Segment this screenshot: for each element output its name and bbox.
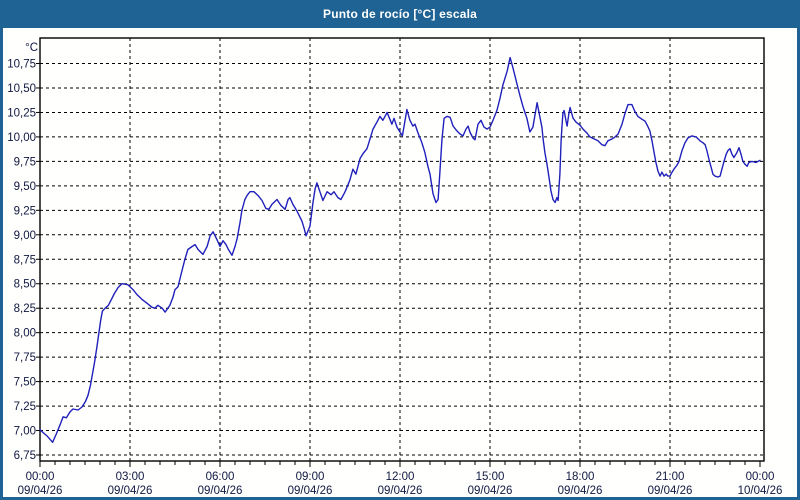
x-tick-date: 10/04/26 xyxy=(738,485,783,497)
window-title: Punto de rocío [°C] escala xyxy=(322,7,478,21)
y-tick-label: 7,50 xyxy=(14,377,36,389)
x-tick-date: 09/04/26 xyxy=(468,485,513,497)
x-tick-labels: 00:00 09/04/26 03:00 09/04/26 06:00 09/04/26 0… xyxy=(18,471,783,497)
x-tick-date: 09/04/26 xyxy=(198,485,243,497)
y-tick-label: 6,75 xyxy=(14,450,36,462)
dew-point-line xyxy=(39,56,761,443)
y-gridlines xyxy=(36,63,764,456)
y-tick-label: 8,25 xyxy=(14,303,36,315)
y-tick-label: 9,00 xyxy=(14,230,36,242)
x-gridlines xyxy=(129,38,671,461)
x-axis-ticks xyxy=(39,461,761,467)
y-tick-label: 10,50 xyxy=(7,83,36,95)
x-tick-time: 00:00 xyxy=(26,471,55,483)
y-tick-label: 9,75 xyxy=(14,156,36,168)
y-tick-label: 8,00 xyxy=(14,328,36,340)
y-axis-unit-label: °C xyxy=(25,42,38,54)
window-title-bar: Punto de rocío [°C] escala xyxy=(0,0,800,28)
x-tick-date: 09/04/26 xyxy=(558,485,603,497)
y-tick-label: 7,00 xyxy=(14,426,36,438)
x-tick-time: 15:00 xyxy=(476,471,505,483)
x-tick-date: 09/04/26 xyxy=(378,485,423,497)
y-tick-label: 9,25 xyxy=(14,205,36,217)
x-tick-time: 00:00 xyxy=(746,471,775,483)
y-tick-label: 10,25 xyxy=(7,107,36,119)
x-tick-time: 18:00 xyxy=(566,471,595,483)
plot-border xyxy=(39,37,765,462)
x-tick-time: 06:00 xyxy=(206,471,235,483)
dew-point-chart: 10,75 10,50 10,25 10,00 9,75 9,50 9,25 9,00 8,75… xyxy=(7,37,783,497)
x-tick-date: 09/04/26 xyxy=(288,485,333,497)
x-tick-time: 09:00 xyxy=(296,471,325,483)
y-tick-label: 10,75 xyxy=(7,59,36,71)
x-tick-time: 12:00 xyxy=(386,471,415,483)
y-tick-label: 8,75 xyxy=(14,254,36,266)
y-tick-label: 8,50 xyxy=(14,279,36,291)
x-tick-time: 21:00 xyxy=(656,471,685,483)
x-tick-time: 03:00 xyxy=(116,471,145,483)
x-tick-date: 09/04/26 xyxy=(18,485,63,497)
y-tick-label: 10,00 xyxy=(7,132,36,144)
y-tick-label: 7,75 xyxy=(14,352,36,364)
y-tick-label: 7,25 xyxy=(14,401,36,413)
x-tick-date: 09/04/26 xyxy=(648,485,693,497)
chart-content: 10,75 10,50 10,25 10,00 9,75 9,50 9,25 9,00 8,75… xyxy=(3,28,797,497)
x-tick-date: 09/04/26 xyxy=(108,485,153,497)
y-tick-label: 9,50 xyxy=(14,181,36,193)
y-tick-labels: 10,75 10,50 10,25 10,00 9,75 9,50 9,25 9,00 8,75… xyxy=(7,59,36,463)
